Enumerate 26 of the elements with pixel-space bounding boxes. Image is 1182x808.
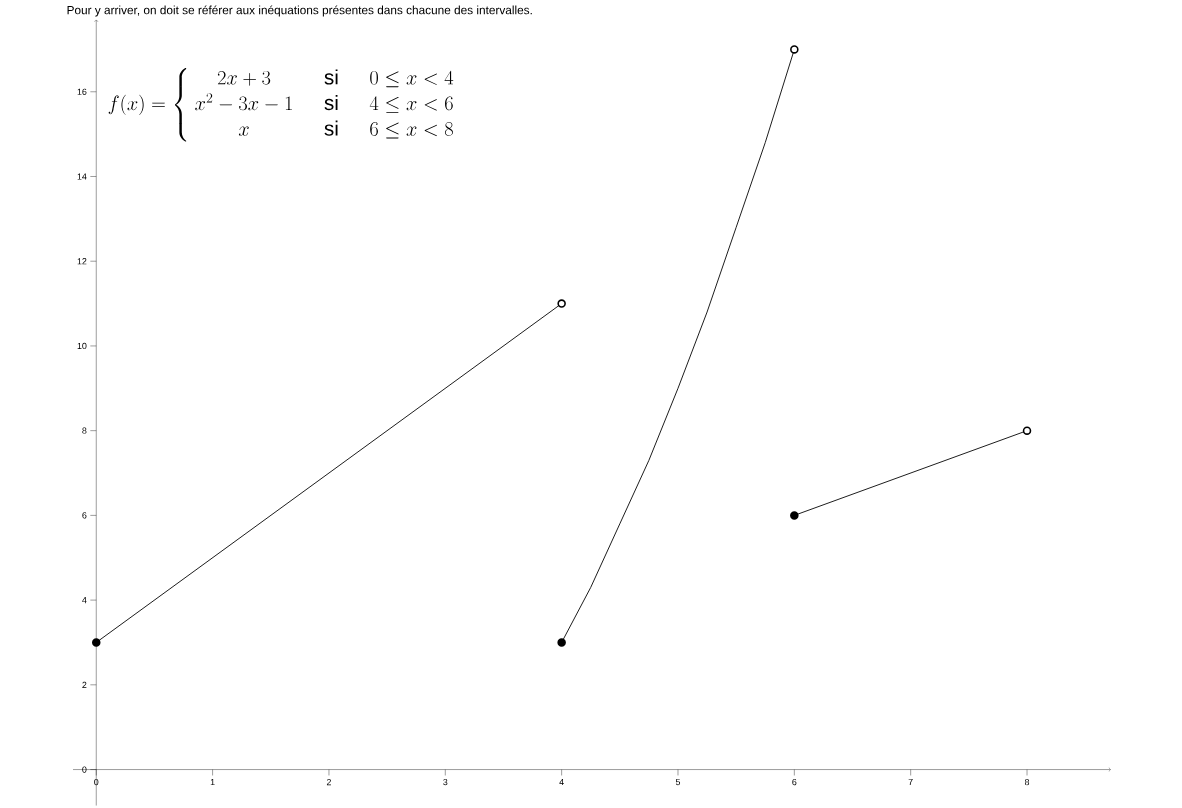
x-tick-label: 8	[1024, 779, 1030, 786]
x-tick-label: 2	[326, 779, 331, 786]
y-tick-label: 16	[77, 88, 87, 96]
point	[92, 638, 101, 647]
point	[790, 511, 799, 520]
y-tick-label: 8	[82, 427, 87, 435]
x-tick-label: 7	[908, 779, 913, 786]
y-tick-label: 6	[82, 512, 87, 519]
x-tick-label: 4	[559, 779, 564, 786]
x-tick-label: 5	[675, 779, 681, 786]
point	[557, 299, 566, 309]
point	[790, 45, 799, 54]
x-tick-label: 3	[443, 779, 448, 786]
y-tick-label: 10	[77, 343, 87, 350]
y-tick-label: 2	[82, 681, 87, 689]
y-tick-label: 12	[77, 258, 87, 265]
x-tick-label: 6	[792, 779, 797, 786]
y-tick-label: 0	[82, 766, 87, 773]
y-tick-label: 4	[82, 597, 87, 604]
chart-title: Pour y arriver, on doit se référer aux inéquations présentes dans chacune des intervalles.	[67, 5, 532, 17]
annotation: $f(x) = \left\{\begin{array}{ccc} 2x+3 & \quad\mathrm{si}\quad & 0 \leq x < 4 \\ x^{2}-3x-1 & \quad\mathrm{si}\quad & 4 \leq x < 6 \\ x & \quad\mathrm{si}\quad & 6 \leq x < 8 \end{array}\right.$	[108, 68, 454, 142]
point	[1022, 426, 1032, 436]
x-tick-label: 1	[210, 779, 215, 786]
point	[557, 638, 566, 647]
x-tick-label: 0	[94, 779, 99, 786]
y-tick-label: 14	[77, 173, 87, 180]
